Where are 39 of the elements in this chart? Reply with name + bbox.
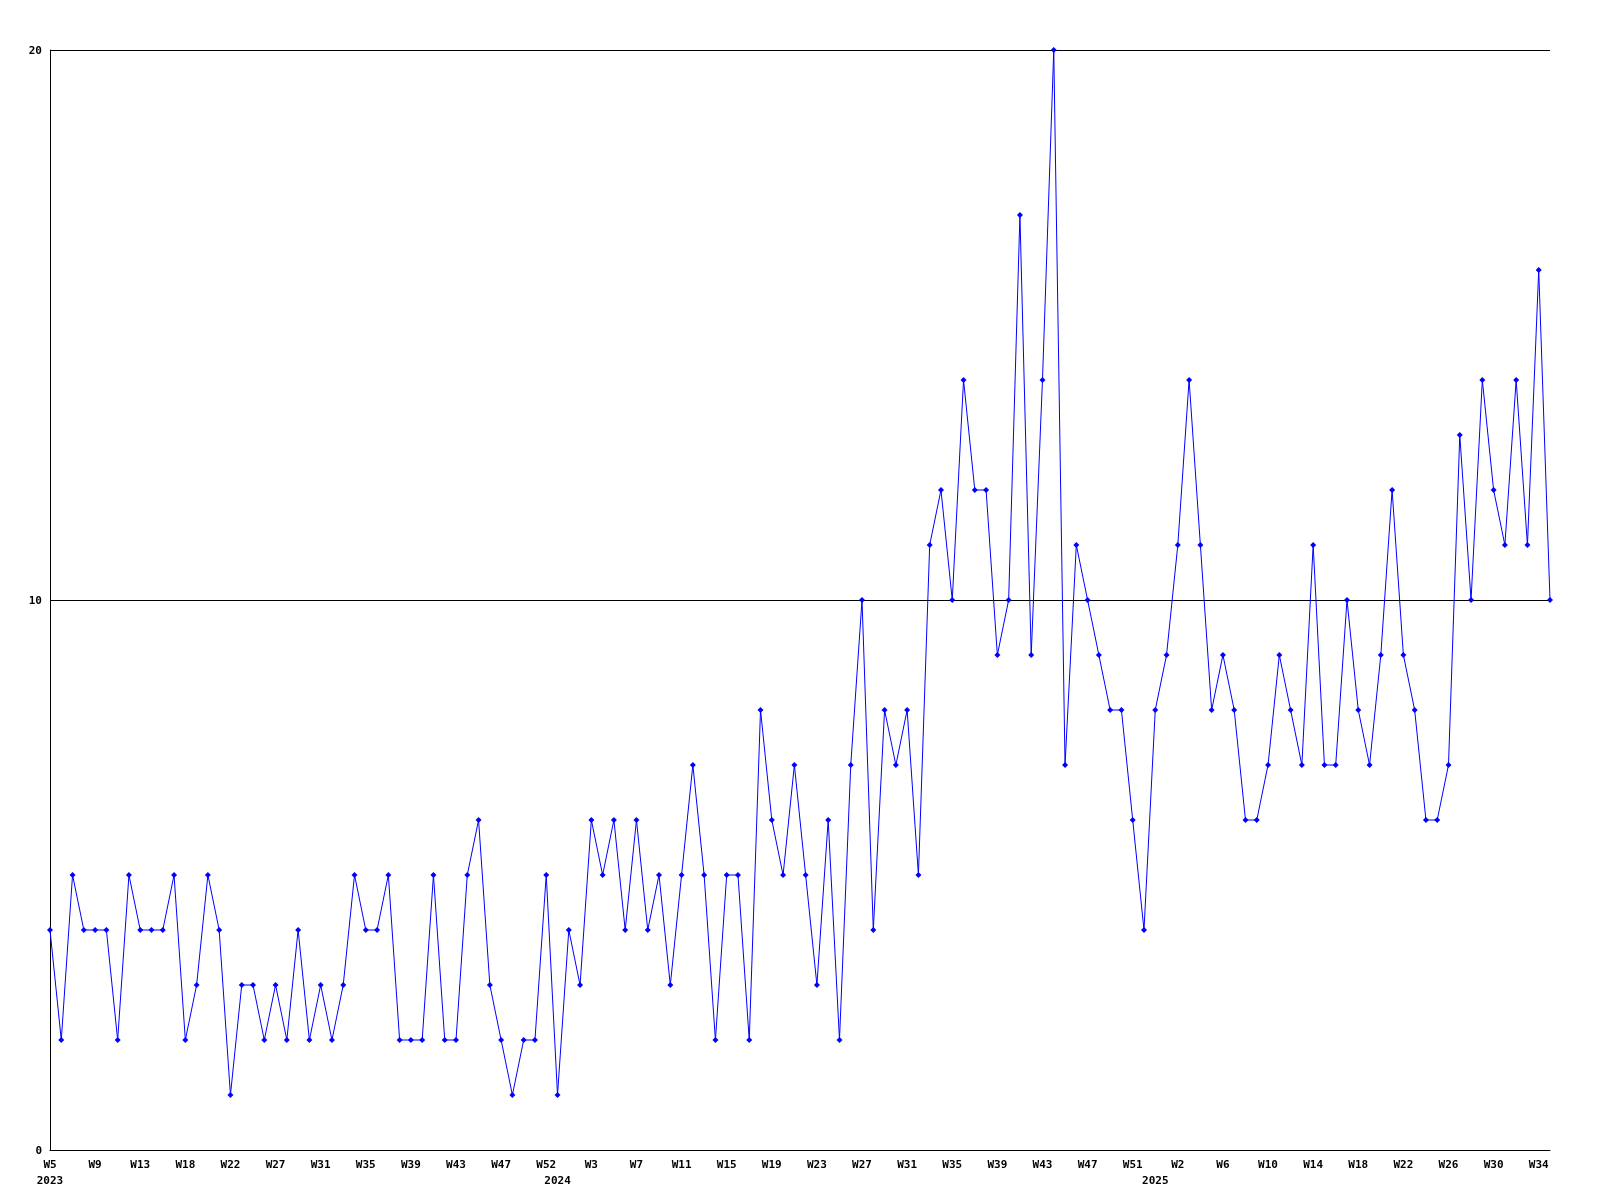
- x-tick-label: W35: [355, 1157, 376, 1171]
- y-tick-label: 10: [28, 593, 42, 607]
- y-tick-label: 0: [35, 1143, 42, 1157]
- x-tick-label: W34: [1528, 1157, 1550, 1171]
- y-tick-label: 20: [28, 43, 42, 57]
- x-tick-label: W30: [1483, 1157, 1504, 1171]
- x-tick-label: W43: [446, 1157, 466, 1171]
- x-tick-label: W10: [1258, 1157, 1278, 1171]
- x-tick-label: 2024: [544, 1173, 572, 1187]
- x-tick-label: W43: [1032, 1157, 1053, 1171]
- x-tick-label: W7: [629, 1157, 644, 1171]
- x-tick-label: W15: [716, 1157, 737, 1171]
- x-tick-label: W51: [1122, 1157, 1144, 1171]
- x-tick-label: W47: [491, 1157, 512, 1171]
- x-tick-label: W23: [806, 1157, 827, 1171]
- x-tick-label: W9: [88, 1157, 102, 1171]
- x-tick-label: W19: [761, 1157, 782, 1171]
- x-tick-label: W6: [1216, 1157, 1230, 1171]
- x-tick-label: W5 2023: [36, 1157, 64, 1187]
- x-tick-label: W27: [852, 1157, 872, 1171]
- x-tick-label: W3: [584, 1157, 598, 1171]
- x-tick-label: W52: [536, 1157, 557, 1171]
- x-tick-label: W31: [897, 1157, 918, 1171]
- x-tick-label: W31: [310, 1157, 331, 1171]
- x-tick-label: W14: [1303, 1157, 1324, 1171]
- x-tick-label: W2: [1171, 1157, 1185, 1171]
- x-tick-label: W39: [400, 1157, 421, 1171]
- x-tick-label: W47: [1077, 1157, 1098, 1171]
- x-tick-label: 2025: [1142, 1173, 1169, 1187]
- x-tick-label: W22: [1393, 1157, 1414, 1171]
- x-tick-label: W39: [987, 1157, 1008, 1171]
- x-tick-label: W11: [671, 1157, 692, 1171]
- x-tick-label: W18: [1348, 1157, 1369, 1171]
- x-tick-label: W18: [175, 1157, 196, 1171]
- x-tick-label: W13: [130, 1157, 151, 1171]
- x-tick-label: W26: [1438, 1157, 1459, 1171]
- x-tick-label: W27: [265, 1157, 286, 1171]
- x-tick-label: W22: [220, 1157, 241, 1171]
- x-tick-label: W35: [942, 1157, 963, 1171]
